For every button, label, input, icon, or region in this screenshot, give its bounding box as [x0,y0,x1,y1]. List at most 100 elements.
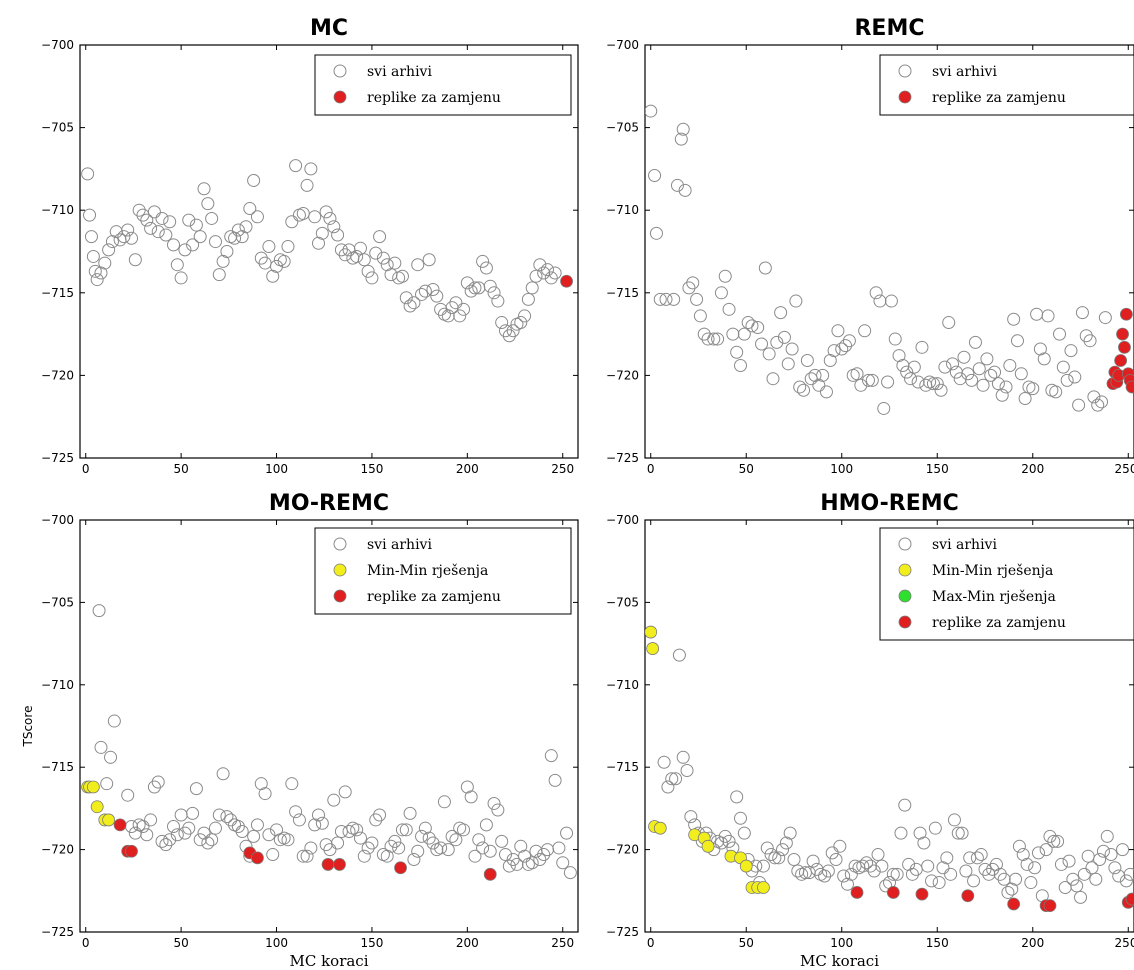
data-point [844,867,858,881]
data-point [498,848,512,862]
data-point [674,132,688,146]
data-point [350,823,364,837]
data-point [117,230,131,244]
x-tick-label: 0 [82,936,90,950]
data-point [850,886,864,899]
data-point [1064,344,1078,358]
data-point [676,750,690,764]
data-point [955,826,969,840]
x-tick-label: 50 [739,462,754,476]
data-point [502,329,516,343]
data-point [277,254,291,268]
data-point [487,286,501,300]
x-tick-label: 50 [173,936,188,950]
data-point [669,772,683,786]
data-point [285,777,299,791]
data-point [243,202,257,216]
data-point [189,782,203,796]
data-point [147,205,161,219]
data-point [645,625,658,639]
data-point [751,320,765,334]
data-point [422,253,436,267]
data-point [789,294,803,308]
data-point [1043,899,1057,913]
data-point [1028,861,1042,875]
data-point [548,266,562,280]
data-point [657,755,671,769]
data-point [281,240,295,254]
data-point [722,302,736,316]
data-point [262,240,276,254]
data-point [441,843,455,857]
data-point [1033,342,1047,356]
data-point [1062,854,1076,868]
data-point [560,274,573,288]
data-point [928,821,942,835]
legend-label: svi arhivi [367,537,432,553]
data-point [821,864,835,878]
data-point [491,803,505,817]
legend-box [879,527,1134,641]
data-point [224,813,238,827]
data-points [645,104,1134,415]
data-point [842,334,856,348]
data-point [300,849,314,863]
data-point [220,810,234,824]
data-point [476,254,490,268]
data-point [905,867,919,881]
data-point [1119,307,1133,321]
legend-label: replike za zamjenu [367,589,501,605]
y-tick-label: −710 [606,203,639,217]
data-point [907,360,921,374]
data-point [915,340,929,354]
data-point [250,210,264,224]
data-point [760,841,774,855]
data-point [460,276,474,290]
data-point [1072,398,1086,412]
legend-label: svi arhivi [932,64,997,80]
data-point [357,849,371,863]
data-point [693,309,707,323]
x-tick-label: 200 [456,936,479,950]
legend-marker [333,537,347,551]
data-point [262,828,276,842]
data-point [182,213,196,227]
y-tick-label: −710 [41,203,74,217]
data-point [812,378,826,392]
data-point [867,864,881,878]
data-point [865,373,879,387]
x-tick-label: 200 [1021,462,1044,476]
data-point [186,238,200,252]
x-tick-label: 100 [830,936,853,950]
chart-panel-3: MO-REMC −700 −705 −710 −715 −720 −725 0 50 100 150… [21,491,579,970]
data-point [159,838,173,852]
x-tick-label: 0 [647,462,655,476]
data-point [1108,861,1122,875]
chart-title: HMO-REMC [820,491,959,516]
data-point [369,813,383,827]
data-point [220,245,234,258]
data-point [100,777,114,791]
data-point [312,808,326,822]
data-point [338,785,352,799]
data-point [701,332,715,346]
data-point [380,258,394,272]
data-point [563,866,577,880]
y-tick-label: −715 [41,286,74,300]
data-point [1068,370,1082,384]
data-point [514,316,528,330]
data-point [140,828,154,842]
data-point [722,834,736,848]
data-point [944,867,958,881]
y-tick-label: −705 [606,595,639,609]
data-point [1049,385,1063,399]
data-point [934,383,948,397]
data-point [548,773,562,787]
data-point [730,345,744,359]
data-point [315,226,329,240]
data-point [1077,867,1091,881]
x-tick-label: 150 [926,462,949,476]
y-tick-label: −715 [41,760,74,774]
y-tick-label: −700 [606,38,639,52]
x-tick-label: 0 [647,936,655,950]
